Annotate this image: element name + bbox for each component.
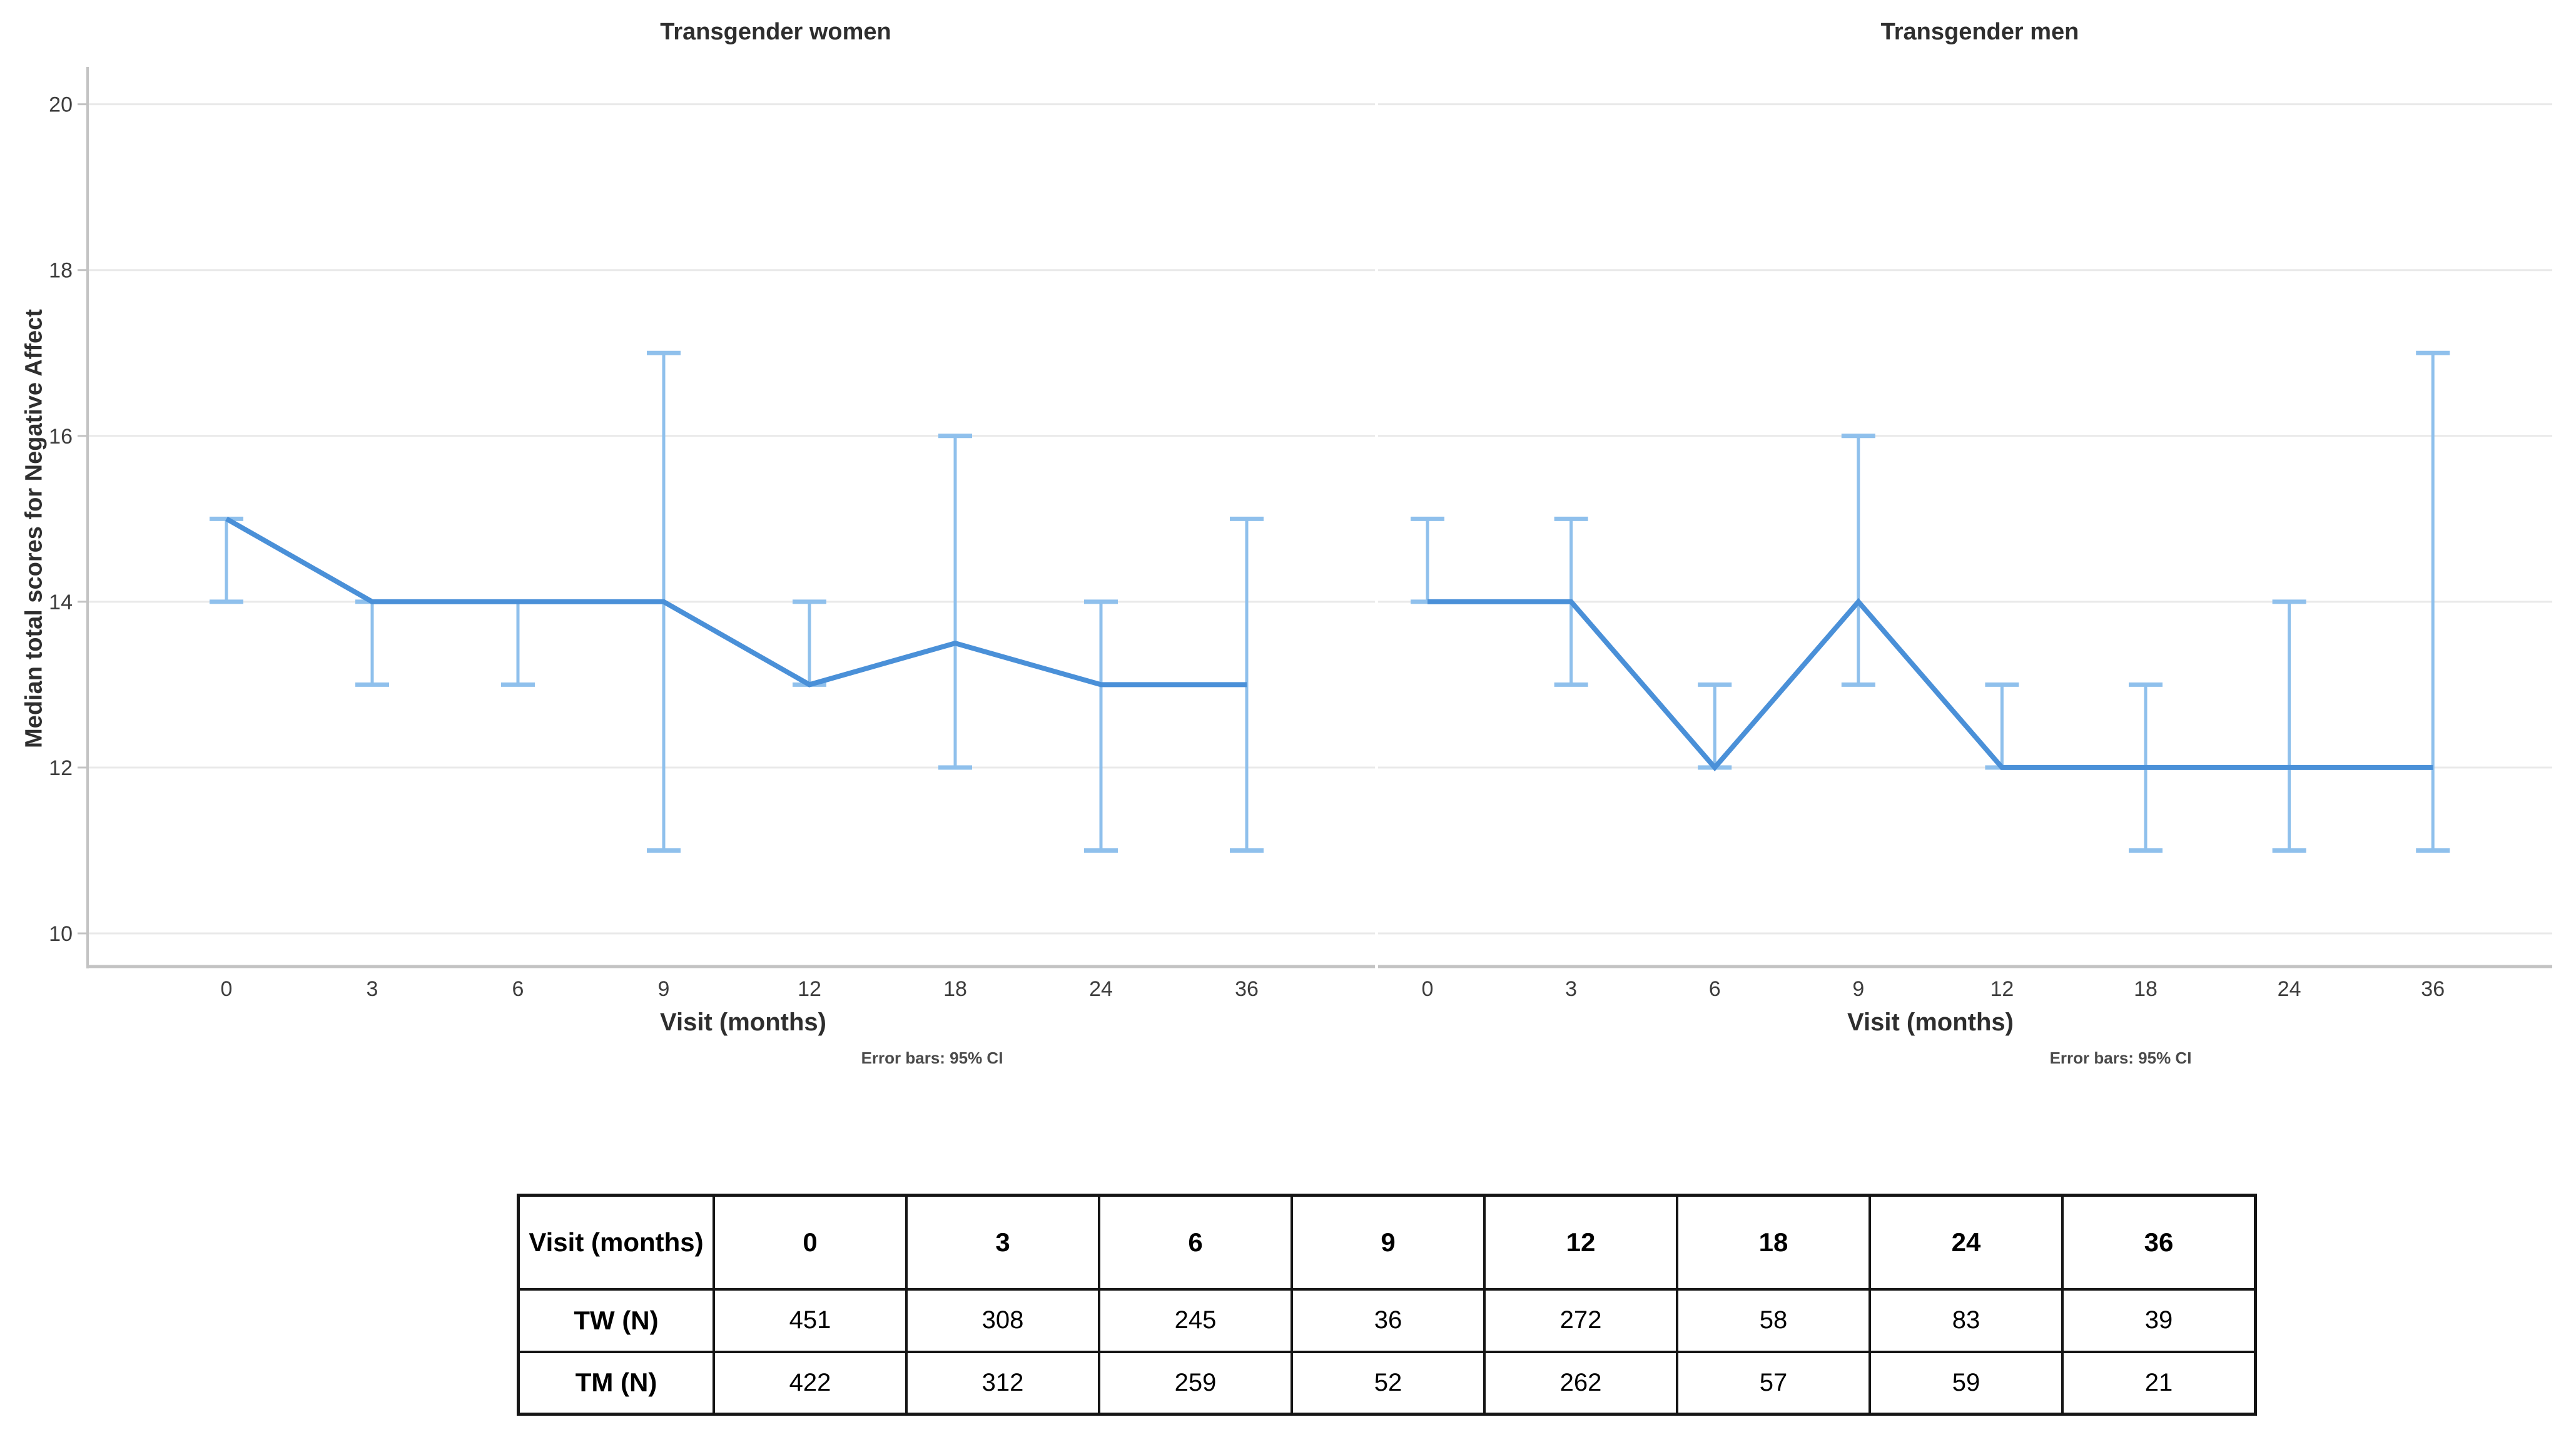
- error-bar-0: [210, 516, 243, 604]
- x-tick-label-0: 0: [221, 977, 233, 1001]
- x-tick-label-18: 18: [2134, 977, 2158, 1001]
- error-bar-9: [1841, 434, 1875, 687]
- y-tick-label-10: 10: [49, 922, 73, 946]
- error-bar-24: [2272, 599, 2306, 853]
- table-column-header-9: 9: [1291, 1194, 1486, 1291]
- right-x-axis-title: Visit (months): [1847, 1008, 2014, 1036]
- error-bar-12: [793, 599, 826, 687]
- error-bar-0: [1411, 516, 1444, 604]
- left-errorbar-footnote: Error bars: 95% CI: [861, 1049, 1003, 1067]
- table-row-label: TW (N): [517, 1287, 715, 1353]
- table-cell-tw-12: 272: [1483, 1287, 1678, 1353]
- y-tick-label-16: 16: [49, 425, 73, 449]
- table-column-header-36: 36: [2061, 1194, 2257, 1291]
- table-cell-tm-0: 422: [712, 1350, 908, 1416]
- table-cell-tm-24: 59: [1869, 1350, 2064, 1416]
- x-tick-label-6: 6: [512, 977, 524, 1001]
- y-tick-label-20: 20: [49, 93, 73, 117]
- error-bar-3: [355, 599, 389, 687]
- right-panel-title: Transgender men: [1880, 19, 2079, 45]
- sample-size-table: Visit (months) 0 3 6 9 12 18 24 36 TW (N) 451 308 24…: [517, 1194, 2257, 1416]
- x-tick-label-24: 24: [1089, 977, 1113, 1001]
- table-column-header-24: 24: [1869, 1194, 2064, 1291]
- table-row-label: TM (N): [517, 1350, 715, 1416]
- table-cell-tm-6: 259: [1098, 1350, 1293, 1416]
- y-tick-label-12: 12: [49, 756, 73, 780]
- x-tick-label-3: 3: [1565, 977, 1577, 1001]
- x-tick-label-12: 12: [798, 977, 821, 1001]
- panel-1: 0 3 6 9 12 18 24 36: [1378, 103, 2552, 1001]
- table-cell-tw-18: 58: [1676, 1287, 1871, 1353]
- error-bar-6: [501, 599, 535, 687]
- x-tick-label-9: 9: [1852, 977, 1864, 1001]
- table-cell-tm-12: 262: [1483, 1350, 1678, 1416]
- y-tick-label-18: 18: [49, 259, 73, 283]
- table-column-header-6: 6: [1098, 1194, 1293, 1291]
- table-cell-tw-6: 245: [1098, 1287, 1293, 1353]
- table-header-row: Visit (months) 0 3 6 9 12 18 24 36: [517, 1194, 2257, 1291]
- median-line-transgender-men-median: [1427, 597, 2433, 772]
- x-tick-label-12: 12: [1990, 977, 2014, 1001]
- x-tick-label-6: 6: [1709, 977, 1721, 1001]
- table-cell-tw-9: 36: [1291, 1287, 1486, 1353]
- table-column-header-3: 3: [905, 1194, 1100, 1291]
- table-cell-tm-36: 21: [2061, 1350, 2257, 1416]
- table-row-tw-n-: TW (N) 451 308 245 36 272 58 83 39: [517, 1287, 2257, 1353]
- error-bar-18: [938, 434, 972, 770]
- table-column-header-18: 18: [1676, 1194, 1871, 1291]
- x-tick-label-24: 24: [2278, 977, 2301, 1001]
- table-column-header-0: 0: [712, 1194, 908, 1291]
- table-cell-tm-3: 312: [905, 1350, 1100, 1416]
- y-tick-label-14: 14: [49, 591, 73, 614]
- left-panel-title: Transgender women: [660, 19, 891, 45]
- x-tick-label-3: 3: [367, 977, 378, 1001]
- table-cell-tw-24: 83: [1869, 1287, 2064, 1353]
- x-tick-label-18: 18: [943, 977, 967, 1001]
- table-cell-tw-3: 308: [905, 1287, 1100, 1353]
- table-corner-header: Visit (months): [517, 1194, 715, 1291]
- x-tick-label-0: 0: [1422, 977, 1434, 1001]
- median-line-transgender-women-median: [225, 516, 1247, 688]
- table-cell-tm-9: 52: [1291, 1350, 1486, 1416]
- x-tick-label-36: 36: [1235, 977, 1259, 1001]
- x-tick-label-9: 9: [658, 977, 670, 1001]
- table-cell-tm-18: 57: [1676, 1350, 1871, 1416]
- left-x-axis-title: Visit (months): [660, 1008, 826, 1036]
- right-errorbar-footnote: Error bars: 95% CI: [2049, 1049, 2192, 1067]
- table-cell-tw-36: 39: [2061, 1287, 2257, 1353]
- table-row-tm-n-: TM (N) 422 312 259 52 262 57 59 21: [517, 1350, 2257, 1416]
- table-cell-tw-0: 451: [712, 1287, 908, 1353]
- x-tick-label-36: 36: [2421, 977, 2445, 1001]
- error-bar-24: [1084, 599, 1118, 853]
- table-column-header-12: 12: [1483, 1194, 1678, 1291]
